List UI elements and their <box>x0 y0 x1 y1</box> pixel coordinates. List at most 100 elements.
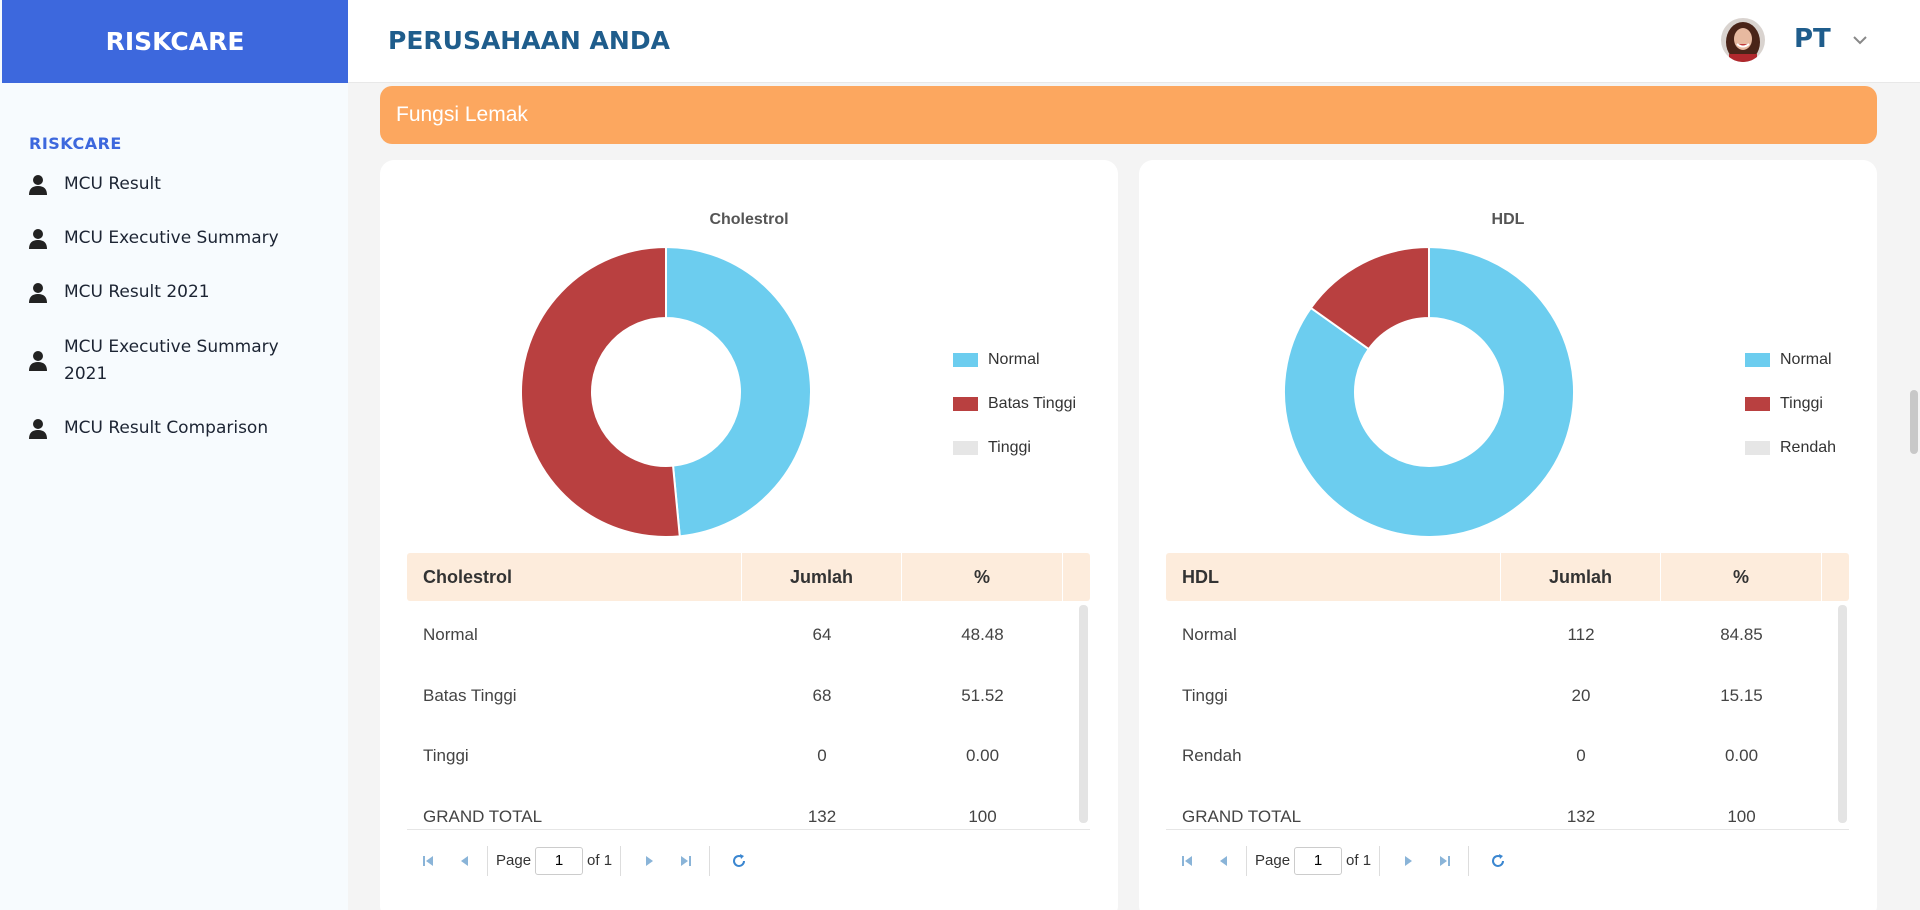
page-label: Page <box>1255 852 1291 869</box>
user-icon <box>28 281 48 305</box>
sidebar-section-title: RISKCARE <box>29 134 122 153</box>
top-header: PERUSAHAAN ANDA PT <box>348 0 1920 83</box>
table-cell: GRAND TOTAL <box>1182 806 1302 826</box>
donut-slice-normal[interactable] <box>1283 245 1575 538</box>
legend-swatch <box>1745 441 1770 455</box>
table-cell: 15.15 <box>1720 685 1763 705</box>
column-header[interactable]: Cholestrol <box>407 553 742 601</box>
legend-label: Batas Tinggi <box>988 395 1077 412</box>
table-cell: 132 <box>807 806 837 826</box>
table-row[interactable]: Normal 112 84.85 <box>1166 605 1849 666</box>
first-page-icon[interactable] <box>1172 846 1202 876</box>
table-cell: 0 <box>817 746 827 766</box>
last-page-icon[interactable] <box>671 846 701 876</box>
table-cell: 68 <box>812 685 832 705</box>
pager-divider <box>620 845 622 876</box>
table-cell: 84.85 <box>1720 625 1763 645</box>
user-name[interactable]: PT <box>1794 24 1831 54</box>
sidebar-item-mcu-result-comparison[interactable]: MCU Result Comparison <box>28 415 304 442</box>
legend-item[interactable]: Normal <box>1745 338 1836 382</box>
prev-page-icon[interactable] <box>449 846 479 876</box>
donut-slice-batas-tinggi[interactable] <box>520 245 681 538</box>
sidebar-item-mcu-executive-summary[interactable]: MCU Executive Summary <box>28 225 304 252</box>
legend-item[interactable]: Tinggi <box>953 426 1076 470</box>
table-scrollbar[interactable] <box>1838 605 1847 823</box>
chevron-down-icon[interactable] <box>1853 32 1867 50</box>
user-icon <box>28 173 48 197</box>
prev-page-icon[interactable] <box>1208 846 1238 876</box>
column-header[interactable]: Jumlah <box>1501 553 1661 601</box>
legend-swatch <box>953 441 978 455</box>
chart-title: HDL <box>1491 211 1525 228</box>
table-cell: 48.48 <box>961 625 1004 645</box>
sidebar-item-label: MCU Executive Summary <box>64 228 279 248</box>
table-row[interactable]: Tinggi 0 0.00 <box>407 726 1090 787</box>
table-body: Normal 64 48.48 Batas Tinggi 68 51.52 Tinggi… <box>407 601 1090 829</box>
pager-divider <box>1246 845 1247 876</box>
table-scrollbar[interactable] <box>1079 605 1088 823</box>
donut-slice-normal[interactable] <box>665 245 812 538</box>
legend-swatch <box>953 397 978 411</box>
brand-logo[interactable]: RISKCARE <box>2 0 348 83</box>
hdl-table: HDL Jumlah % Normal 112 84.85 Tinggi 20 15.1… <box>1166 553 1849 891</box>
next-page-icon[interactable] <box>635 846 665 876</box>
page-label: Page <box>496 852 532 869</box>
table-cell: 0.00 <box>1724 746 1759 766</box>
table-row[interactable]: GRAND TOTAL 132 100 <box>1166 787 1849 830</box>
cholestrol-table: Cholestrol Jumlah % Normal 64 48.48 Batas … <box>407 553 1090 891</box>
legend-label: Normal <box>988 351 1040 368</box>
legend-item[interactable]: Rendah <box>1745 426 1836 470</box>
page-scrollbar[interactable] <box>1910 390 1918 454</box>
sidebar-item-mcu-executive-summary-2021[interactable]: MCU Executive Summary 2021 <box>28 334 304 388</box>
page-number-input[interactable] <box>535 846 584 875</box>
hdl-panel: HDL Normal Tinggi Rendah HDL Jumlah % No… <box>1139 160 1877 910</box>
table-cell: GRAND TOTAL <box>423 806 543 826</box>
table-header: HDL Jumlah % <box>1166 553 1849 601</box>
column-header[interactable]: Jumlah <box>742 553 902 601</box>
legend-item[interactable]: Tinggi <box>1745 382 1836 426</box>
legend-label: Tinggi <box>988 439 1031 456</box>
table-row[interactable]: Rendah 0 0.00 <box>1166 726 1849 787</box>
table-row[interactable]: Batas Tinggi 68 51.52 <box>407 666 1090 727</box>
table-pager: Page of 1 <box>1166 829 1849 891</box>
legend-item[interactable]: Batas Tinggi <box>953 382 1076 426</box>
chart-legend: Normal Batas Tinggi Tinggi <box>953 338 1076 470</box>
sidebar: RISKCARE RISKCARE MCU Result MCU Executi… <box>0 0 348 910</box>
table-cell: 64 <box>812 625 832 645</box>
page-count-label: of 1 <box>587 852 613 869</box>
page-count-label: of 1 <box>1346 852 1372 869</box>
table-cell: 132 <box>1566 806 1596 826</box>
user-icon <box>28 349 48 373</box>
donut-slice-tinggi[interactable] <box>1309 245 1430 351</box>
donut-slices <box>1283 245 1575 538</box>
column-header[interactable]: HDL <box>1166 553 1501 601</box>
legend-item[interactable]: Normal <box>953 338 1076 382</box>
user-icon <box>28 417 48 441</box>
column-header[interactable]: % <box>1661 553 1822 601</box>
last-page-icon[interactable] <box>1430 846 1460 876</box>
first-page-icon[interactable] <box>413 846 443 876</box>
page-number-input[interactable] <box>1294 846 1343 875</box>
table-cell: 100 <box>968 806 997 826</box>
sidebar-item-mcu-result[interactable]: MCU Result <box>28 171 304 198</box>
legend-swatch <box>1745 353 1770 367</box>
legend-swatch <box>953 353 978 367</box>
column-header[interactable]: % <box>902 553 1063 601</box>
table-cell: Normal <box>1182 625 1237 645</box>
donut-slices <box>520 245 812 538</box>
hdl-donut-chart <box>1283 245 1575 538</box>
sidebar-item-mcu-result-2021[interactable]: MCU Result 2021 <box>28 279 304 306</box>
table-row[interactable]: Normal 64 48.48 <box>407 605 1090 666</box>
section-banner: Fungsi Lemak <box>380 86 1877 144</box>
legend-label: Rendah <box>1780 439 1837 456</box>
pager-divider <box>1468 845 1470 876</box>
legend-swatch <box>1745 397 1770 411</box>
chart-legend: Normal Tinggi Rendah <box>1745 338 1836 470</box>
refresh-icon[interactable] <box>1483 846 1513 876</box>
legend-label: Normal <box>1780 351 1832 368</box>
next-page-icon[interactable] <box>1394 846 1424 876</box>
table-row[interactable]: Tinggi 20 15.15 <box>1166 666 1849 727</box>
table-row[interactable]: GRAND TOTAL 132 100 <box>407 787 1090 830</box>
refresh-icon[interactable] <box>724 846 754 876</box>
avatar[interactable] <box>1721 18 1765 62</box>
